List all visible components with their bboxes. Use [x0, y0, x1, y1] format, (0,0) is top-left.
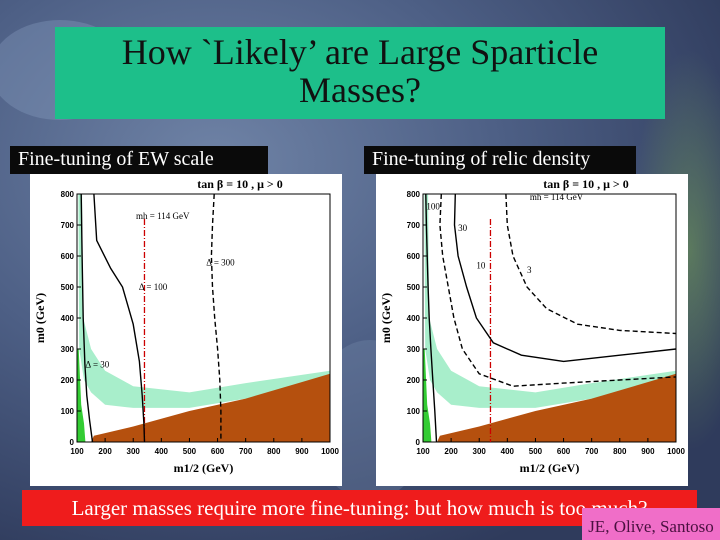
plot-annotation: Δ = 100 — [139, 282, 168, 292]
x-tick-label: 700 — [239, 447, 253, 456]
slide-title: How `Likely’ are Large Sparticle Masses? — [55, 27, 665, 119]
contour-3 — [505, 193, 677, 335]
y-axis-label: m0 (GeV) — [379, 293, 393, 343]
panel-header: tan β = 10 , μ > 0 — [543, 177, 628, 191]
author-credit: JE, Olive, Santoso — [582, 508, 720, 540]
y-tick-label: 800 — [61, 190, 75, 199]
x-tick-label: 900 — [641, 447, 655, 456]
plot-annotation: Δ = 30 — [85, 360, 109, 370]
contour-10 — [453, 193, 677, 363]
x-tick-label: 800 — [267, 447, 281, 456]
plot-annotation: 100 — [426, 202, 440, 212]
plot-annotation: mh = 114 GeV — [136, 211, 190, 221]
y-tick-label: 500 — [407, 283, 421, 292]
y-tick-label: 600 — [407, 252, 421, 261]
ew-finetuning-plot: tan β = 10 , μ > 0 100 200 300 400 500 600 700 8… — [30, 174, 342, 486]
x-tick-label: 600 — [211, 447, 225, 456]
plot-annotation: 10 — [476, 260, 486, 270]
contour-300 — [210, 193, 222, 442]
y-tick-label: 300 — [61, 345, 75, 354]
x-tick-label: 1000 — [667, 447, 685, 456]
panel-header: tan β = 10 , μ > 0 — [197, 177, 282, 191]
x-tick-label: 200 — [444, 447, 458, 456]
contour-100 — [425, 193, 438, 443]
y-tick-label: 100 — [61, 407, 75, 416]
x-tick-label: 300 — [473, 447, 487, 456]
x-tick-label: 700 — [585, 447, 599, 456]
x-tick-label: 400 — [155, 447, 169, 456]
x-axis-label: m1/2 (GeV) — [174, 461, 234, 475]
x-tick-label: 1000 — [321, 447, 339, 456]
y-tick-label: 0 — [416, 438, 421, 447]
y-tick-label: 700 — [407, 221, 421, 230]
x-tick-label: 800 — [613, 447, 627, 456]
y-tick-label: 200 — [407, 376, 421, 385]
y-tick-label: 0 — [70, 438, 75, 447]
charged-lsp-region — [91, 373, 330, 442]
x-tick-label: 100 — [416, 447, 430, 456]
left-panel-label: Fine-tuning of EW scale — [10, 146, 268, 174]
y-tick-label: 700 — [61, 221, 75, 230]
x-tick-label: 500 — [529, 447, 543, 456]
x-tick-label: 600 — [557, 447, 571, 456]
plot-annotation: 30 — [458, 223, 468, 233]
title-line-2: Masses? — [299, 70, 421, 110]
y-tick-label: 400 — [61, 314, 75, 323]
y-tick-label: 100 — [407, 407, 421, 416]
contour-30 — [439, 193, 677, 387]
x-tick-label: 500 — [183, 447, 197, 456]
bsg-excluded-region — [77, 349, 86, 442]
y-tick-label: 400 — [407, 314, 421, 323]
y-tick-label: 300 — [407, 345, 421, 354]
y-axis-label: m0 (GeV) — [33, 293, 47, 343]
contour-100 — [93, 193, 146, 443]
right-panel-label: Fine-tuning of relic density — [364, 146, 636, 174]
plot-annotation: 3 — [527, 265, 532, 275]
y-tick-label: 500 — [61, 283, 75, 292]
x-axis-label: m1/2 (GeV) — [520, 461, 580, 475]
y-tick-label: 200 — [61, 376, 75, 385]
x-tick-label: 300 — [127, 447, 141, 456]
plot-annotation: mh = 114 GeV — [530, 192, 584, 202]
y-tick-label: 800 — [407, 190, 421, 199]
plot-annotation: Δ = 300 — [206, 257, 235, 267]
x-tick-label: 200 — [98, 447, 112, 456]
title-line-1: How `Likely’ are Large Sparticle — [121, 32, 599, 72]
x-tick-label: 400 — [501, 447, 515, 456]
charged-lsp-region — [437, 373, 676, 442]
bsg-excluded-region — [423, 349, 432, 442]
x-tick-label: 900 — [295, 447, 309, 456]
contour-30 — [80, 193, 94, 443]
wmap-band — [78, 194, 331, 408]
y-tick-label: 600 — [61, 252, 75, 261]
x-tick-label: 100 — [70, 447, 84, 456]
